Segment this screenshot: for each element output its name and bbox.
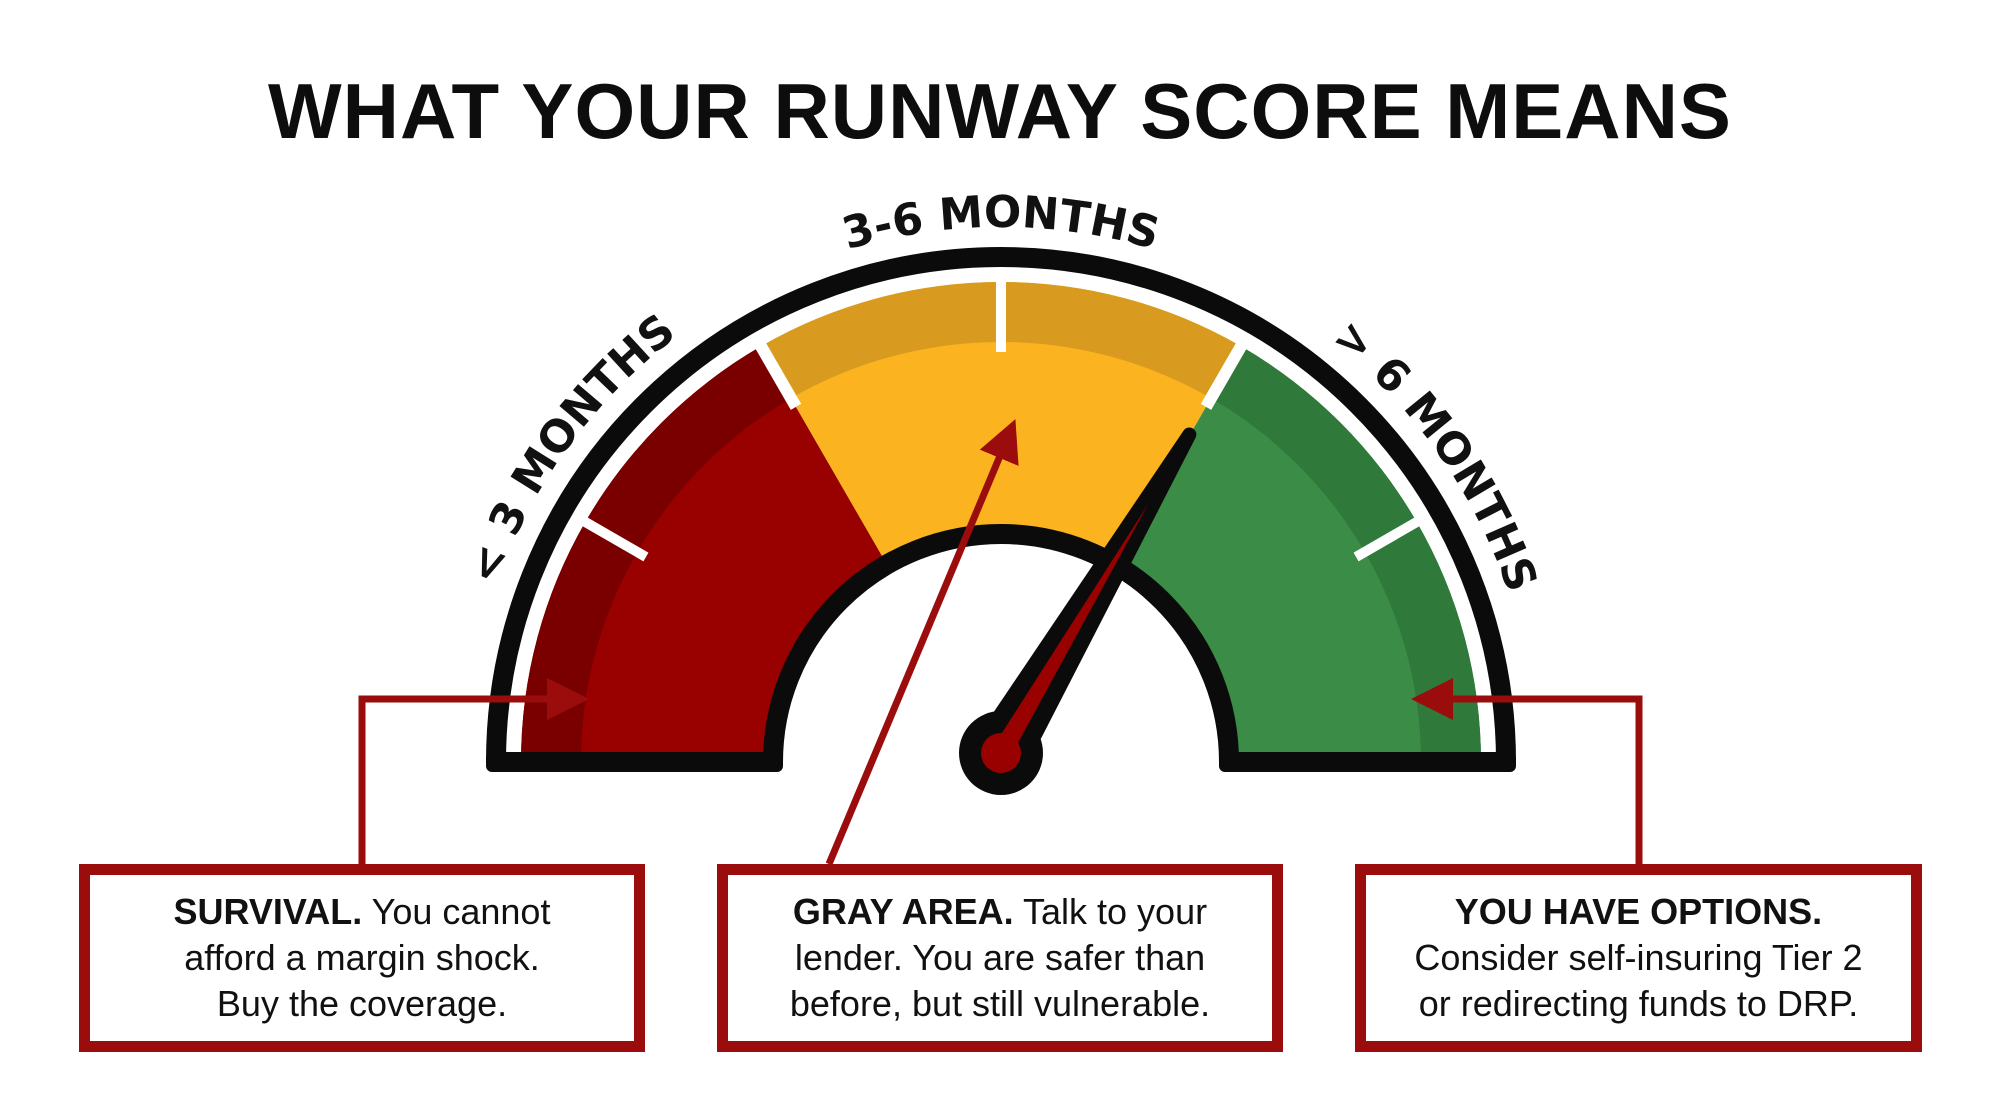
box-text: Talk to your (1023, 891, 1208, 932)
needle-hub-inner (981, 733, 1021, 773)
box-text: Buy the coverage. (216, 983, 508, 1024)
gauge-ticks (574, 272, 1428, 562)
gauge-zone-band-2 (1211, 346, 1481, 762)
box-text: before, but still vulnerable. (789, 983, 1211, 1024)
page-title: WHAT YOUR RUNWAY SCORE MEANS (268, 67, 1732, 155)
box-text: afford a margin shock. (184, 937, 540, 978)
callout-box-gray-area: GRAY AREA. Talk to your lender. You are s… (717, 864, 1283, 1052)
box-text: You cannot (371, 891, 551, 932)
box-text: or redirecting funds to DRP. (1418, 983, 1859, 1024)
box-text: Consider self-insuring Tier 2 (1414, 937, 1863, 978)
needle-inner (992, 503, 1149, 759)
gauge-tick (750, 334, 802, 410)
callout-arrow-mid (825, 419, 1019, 866)
gauge-inner-rim (763, 524, 1239, 763)
callout-arrow-high (1411, 678, 1643, 864)
gauge-zone-band-0 (521, 346, 791, 762)
callout-arrow-low (358, 678, 589, 864)
gauge-base-right (1219, 752, 1516, 772)
box-text: lender. You are safer than (794, 937, 1206, 978)
gauge-tick (1200, 334, 1252, 410)
gauge-needle (959, 427, 1197, 795)
callout-box-options: YOU HAVE OPTIONS. Consider self-insuring … (1355, 864, 1922, 1052)
callout-box-survival: SURVIVAL. You cannot afford a margin shoc… (79, 864, 645, 1052)
gauge-outer-rim (486, 247, 1516, 763)
gauge-tick (1353, 512, 1428, 562)
gauge-base-left (486, 752, 783, 772)
box-heading: SURVIVAL. (173, 891, 363, 932)
box-heading: YOU HAVE OPTIONS. (1454, 891, 1823, 932)
box-heading: GRAY AREA. (792, 891, 1014, 932)
gauge-tick (574, 512, 649, 562)
